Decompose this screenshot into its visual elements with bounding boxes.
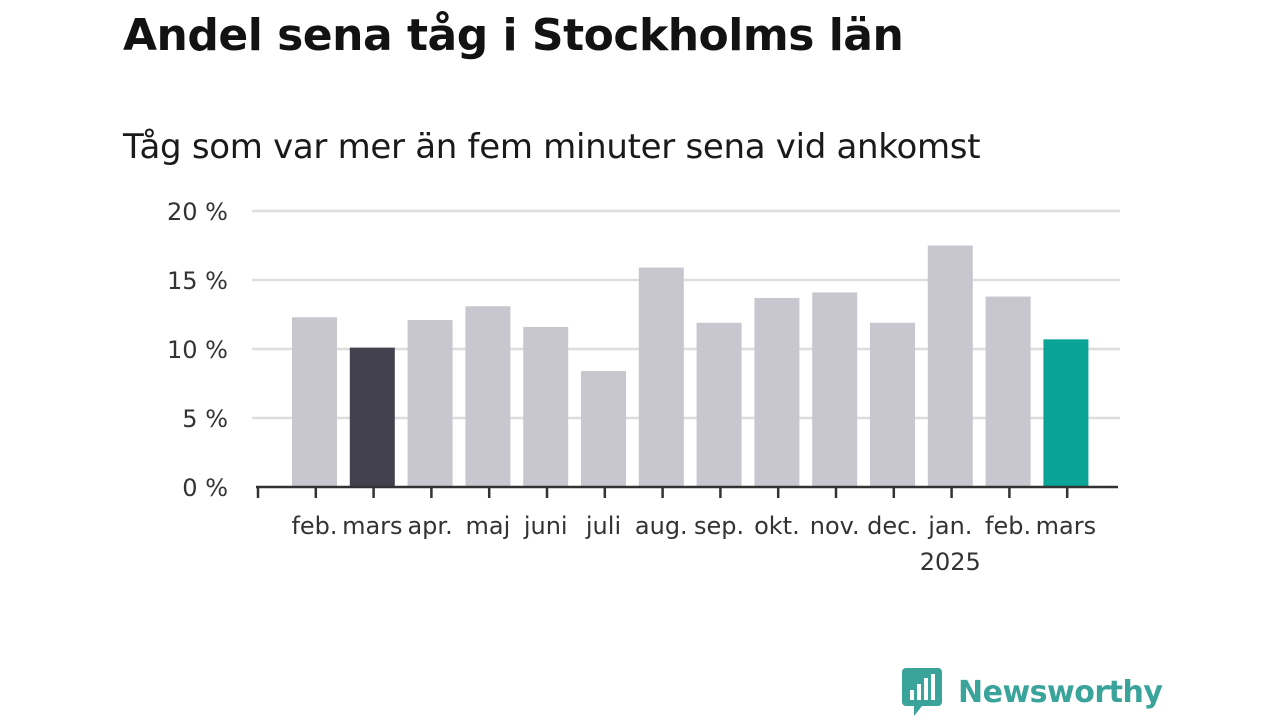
bar — [812, 292, 858, 487]
bar — [523, 326, 569, 487]
x-tick-label: okt. — [754, 512, 800, 540]
x-tick-label: apr. — [407, 512, 452, 540]
x-tick-label: mars — [1036, 512, 1096, 540]
x-tick-label: sep. — [694, 512, 744, 540]
x-tick-label: maj — [466, 512, 511, 540]
x-tick-label: jan. — [927, 512, 972, 540]
x-tick-label: juli — [585, 512, 621, 540]
y-tick-label: 15 % — [167, 267, 228, 295]
bar — [696, 322, 742, 487]
bar — [870, 322, 915, 487]
x-tick-label: feb. — [291, 512, 337, 540]
x-axis — [256, 485, 1118, 498]
bar — [754, 297, 800, 487]
bar — [292, 317, 337, 487]
bar — [985, 296, 1031, 487]
bar — [1043, 339, 1089, 487]
x-tick-label: dec. — [867, 512, 918, 540]
x-tick-label: feb. — [985, 512, 1031, 540]
newsworthy-brand: Newsworthy — [902, 668, 1163, 716]
bar — [349, 347, 395, 487]
y-tick-label: 20 % — [167, 198, 228, 226]
chart-title: Andel sena tåg i Stockholms län — [123, 10, 904, 61]
y-axis-ticks: 0 % 5 % 10 % 15 % 20 % — [167, 198, 228, 502]
x-tick-label: nov. — [810, 512, 860, 540]
bar — [638, 267, 684, 487]
x-tick-label: aug. — [635, 512, 688, 540]
bar — [407, 320, 453, 487]
y-tick-label: 0 % — [182, 474, 228, 502]
x-tick-label: mars — [342, 512, 402, 540]
bar — [927, 245, 973, 487]
newsworthy-logo-icon — [902, 668, 942, 716]
bar — [465, 306, 511, 487]
x-axis-ticks: feb. mars apr. maj juni juli aug. sep. okt. nov. d… — [291, 512, 1096, 576]
y-tick-label: 5 % — [182, 405, 228, 433]
grid-lines — [252, 209, 1120, 420]
x-tick-label: juni — [523, 512, 568, 540]
bars — [292, 245, 1089, 487]
y-tick-label: 10 % — [167, 336, 228, 364]
x-year-label: 2025 — [920, 548, 981, 576]
bar — [581, 371, 626, 487]
brand-name: Newsworthy — [958, 674, 1163, 710]
chart-subtitle: Tåg som var mer än fem minuter sena vid … — [123, 127, 981, 167]
